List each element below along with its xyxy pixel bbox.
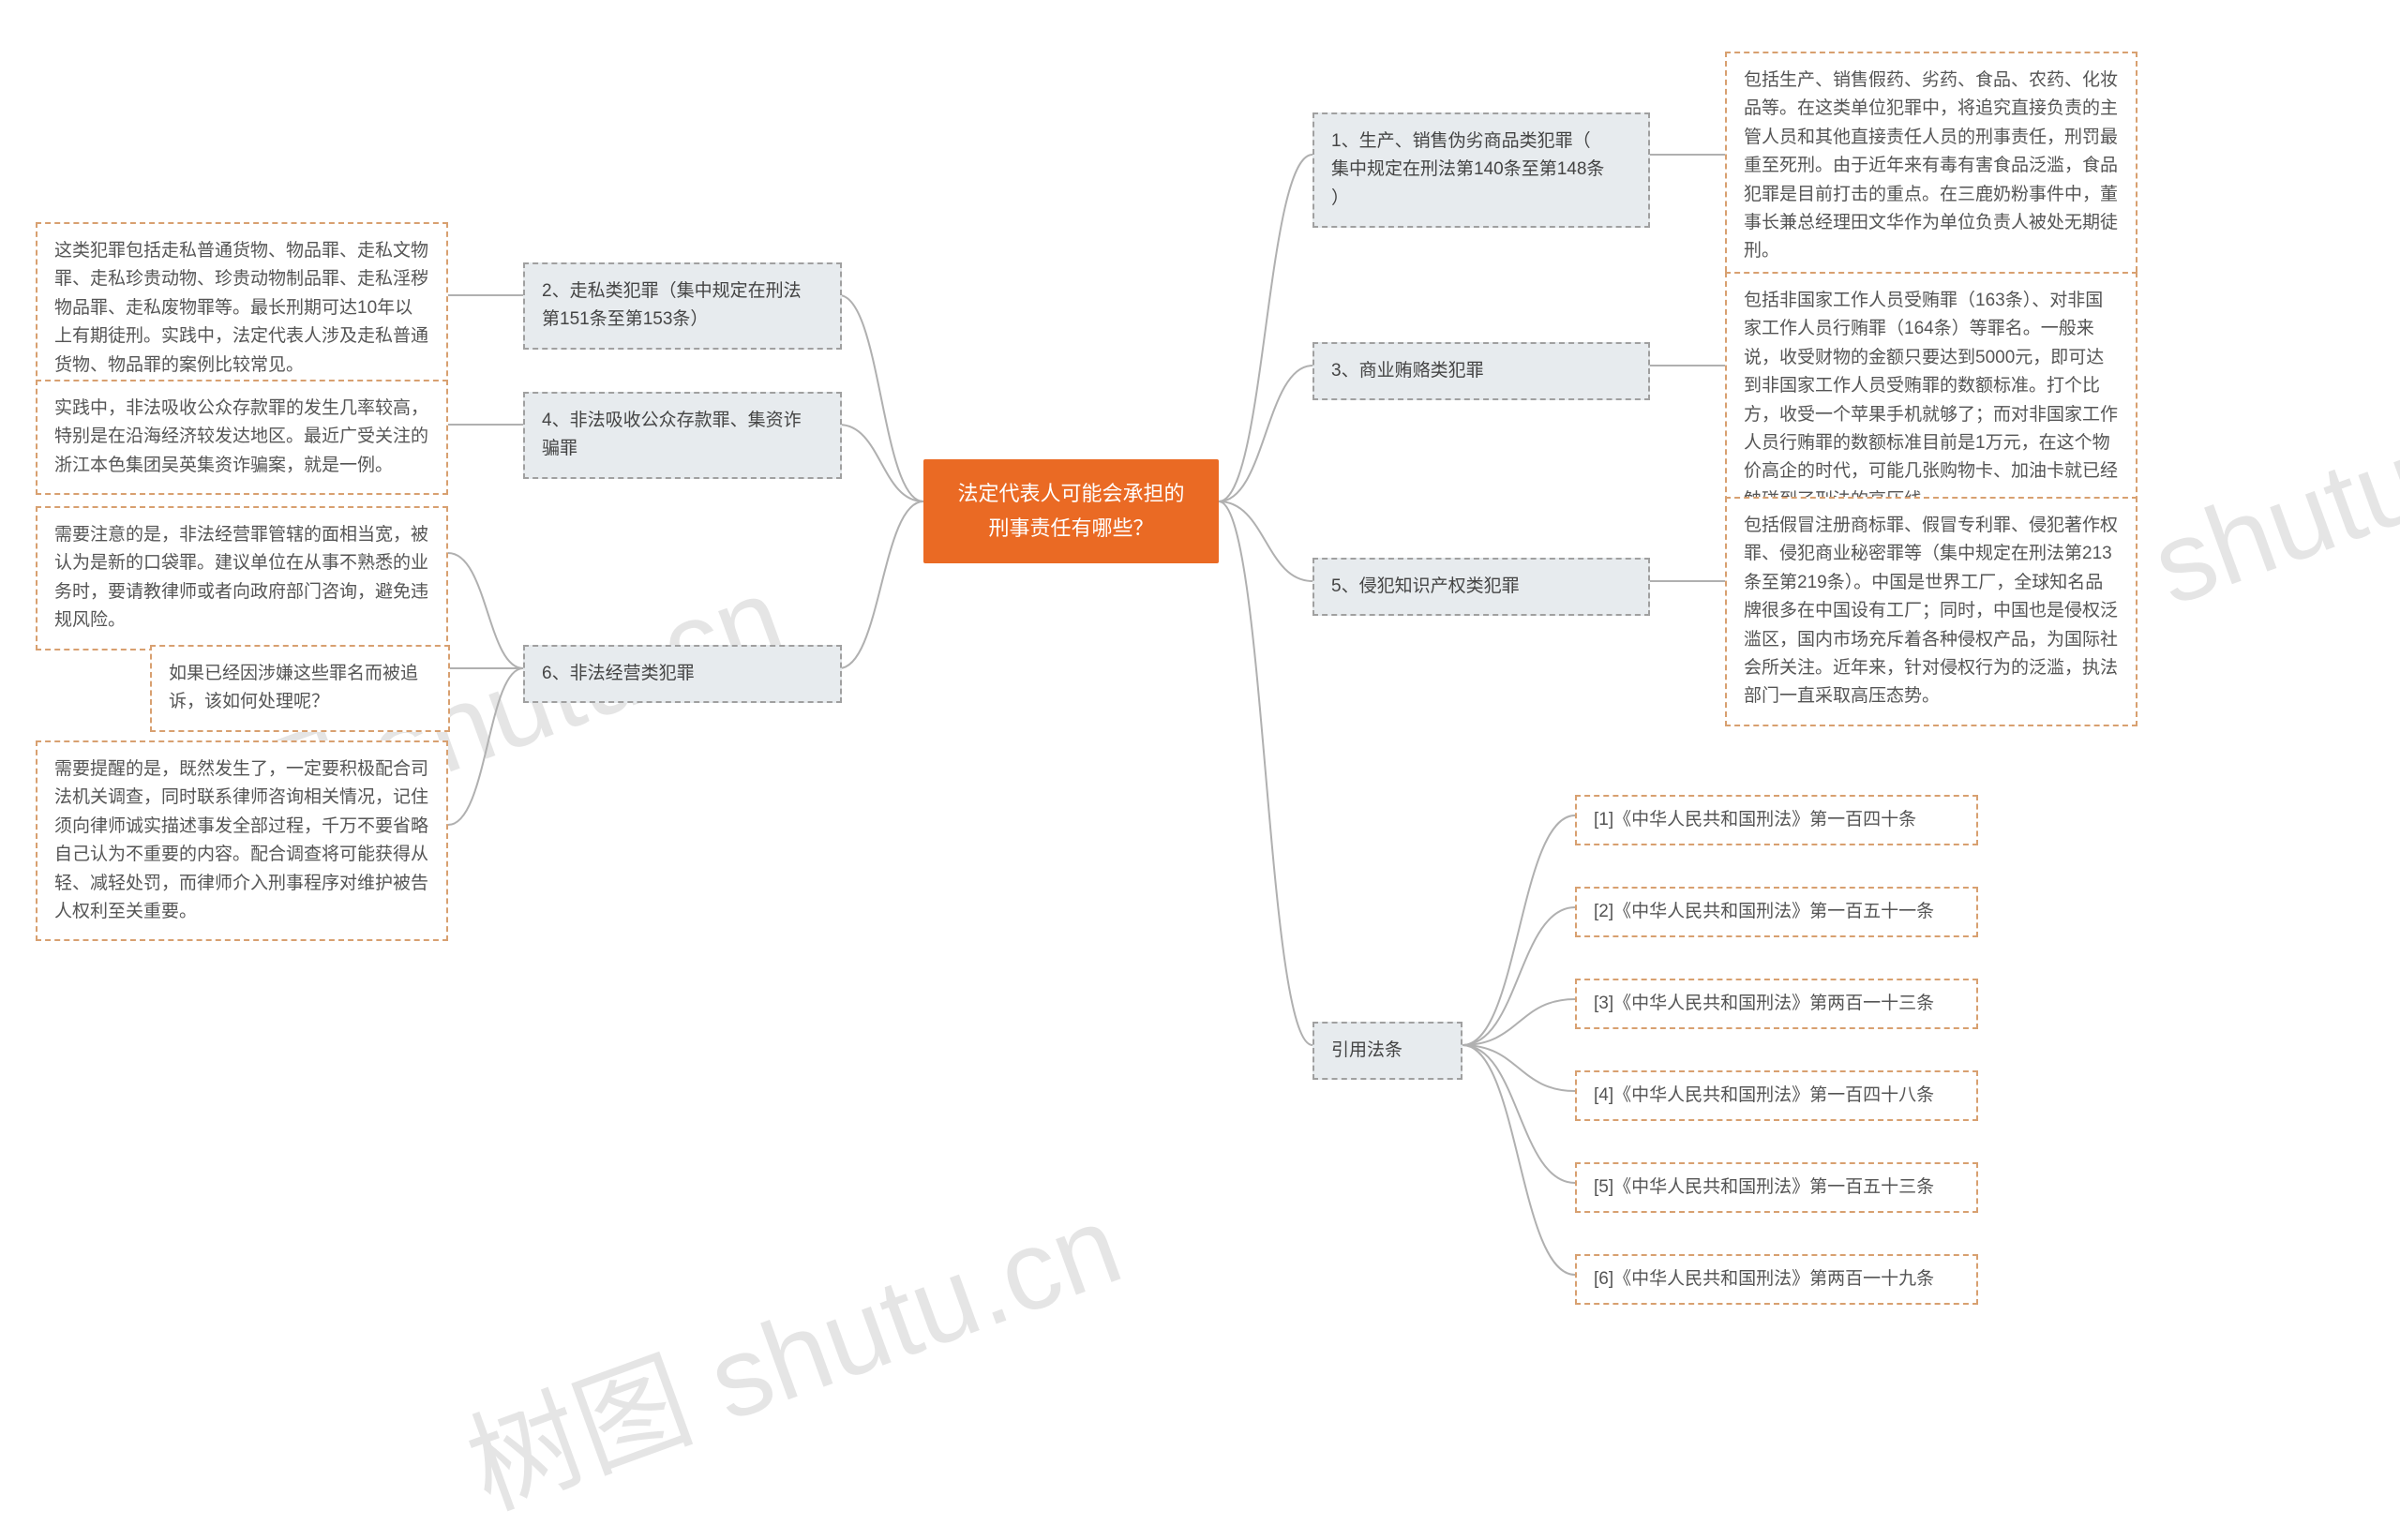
- ref-item-6: [6]《中华人民共和国刑法》第两百一十九条: [1575, 1254, 1978, 1305]
- branch-refs: 引用法条: [1312, 1022, 1462, 1080]
- center-topic: 法定代表人可能会承担的 刑事责任有哪些？: [923, 459, 1219, 563]
- leaf-5: 包括假冒注册商标罪、假冒专利罪、侵犯著作权罪、侵犯商业秘密罪等（集中规定在刑法第…: [1725, 497, 2138, 726]
- leaf-6-2: 如果已经因涉嫌这些罪名而被追诉，该如何处理呢？: [150, 645, 450, 732]
- leaf-1: 包括生产、销售假药、劣药、食品、农药、化妆品等。在这类单位犯罪中，将追究直接负责…: [1725, 52, 2138, 281]
- branch-1-line2: 集中规定在刑法第140条至第148条: [1331, 156, 1631, 184]
- center-line2: 刑事责任有哪些？: [948, 511, 1194, 546]
- leaf-4: 实践中，非法吸收公众存款罪的发生几率较高，特别是在沿海经济较发达地区。最近广受关…: [36, 380, 448, 495]
- ref-item-3: [3]《中华人民共和国刑法》第两百一十三条: [1575, 979, 1978, 1029]
- ref-item-4: [4]《中华人民共和国刑法》第一百四十八条: [1575, 1070, 1978, 1121]
- branch-2-line2: 第151条至第153条）: [542, 306, 823, 334]
- branch-5: 5、侵犯知识产权类犯罪: [1312, 558, 1650, 616]
- ref-item-5: [5]《中华人民共和国刑法》第一百五十三条: [1575, 1162, 1978, 1213]
- branch-2-line1: 2、走私类犯罪（集中规定在刑法: [542, 277, 823, 306]
- watermark: 树图 shutu.cn: [442, 1154, 1139, 1540]
- branch-4-line2: 骗罪: [542, 435, 823, 463]
- leaf-6-1: 需要注意的是，非法经营罪管辖的面相当宽，被认为是新的口袋罪。建议单位在从事不熟悉…: [36, 506, 448, 650]
- leaf-2: 这类犯罪包括走私普通货物、物品罪、走私文物罪、走私珍贵动物、珍贵动物制品罪、走私…: [36, 222, 448, 395]
- leaf-3: 包括非国家工作人员受贿罪（163条）、对非国家工作人员行贿罪（164条）等罪名。…: [1725, 272, 2138, 530]
- leaf-6-3: 需要提醒的是，既然发生了，一定要积极配合司法机关调查，同时联系律师咨询相关情况，…: [36, 740, 448, 941]
- ref-item-1: [1]《中华人民共和国刑法》第一百四十条: [1575, 795, 1978, 845]
- branch-1: 1、生产、销售伪劣商品类犯罪（ 集中规定在刑法第140条至第148条 ）: [1312, 112, 1650, 228]
- branch-2: 2、走私类犯罪（集中规定在刑法 第151条至第153条）: [523, 262, 842, 350]
- branch-3: 3、商业贿赂类犯罪: [1312, 342, 1650, 400]
- branch-4-line1: 4、非法吸收公众存款罪、集资诈: [542, 407, 823, 435]
- branch-1-line1: 1、生产、销售伪劣商品类犯罪（: [1331, 127, 1631, 156]
- branch-1-line3: ）: [1331, 185, 1631, 213]
- ref-item-2: [2]《中华人民共和国刑法》第一百五十一条: [1575, 887, 1978, 937]
- branch-4: 4、非法吸收公众存款罪、集资诈 骗罪: [523, 392, 842, 479]
- center-line1: 法定代表人可能会承担的: [948, 476, 1194, 511]
- branch-6: 6、非法经营类犯罪: [523, 645, 842, 703]
